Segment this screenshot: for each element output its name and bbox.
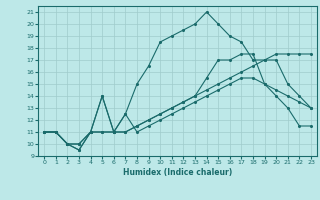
X-axis label: Humidex (Indice chaleur): Humidex (Indice chaleur) <box>123 168 232 177</box>
